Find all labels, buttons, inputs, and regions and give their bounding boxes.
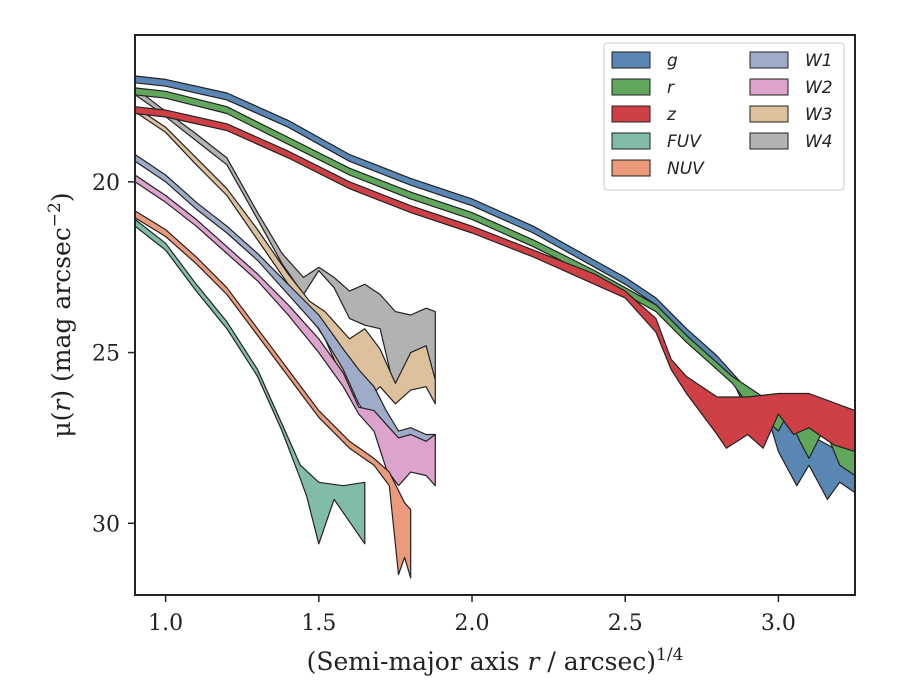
- band-nuv: [134, 210, 412, 579]
- plot-frame: [134, 34, 856, 596]
- y-tick-label: 25: [92, 342, 120, 367]
- legend-swatch-nuv: [611, 159, 651, 177]
- legend-items: grz FUV NUV W1 W2 W3 W4: [611, 51, 833, 179]
- x-axis-ticks: 1.0 1.5 2.0 2.5 3.0: [148, 595, 796, 636]
- y-axis-label-post: ) (mag arcsec: [47, 227, 76, 400]
- y-axis-label: μ(r) (mag arcsec−2): [45, 192, 76, 437]
- y-axis-ticks: 20 25 30: [92, 171, 135, 537]
- x-axis-label: (Semi-major axis r / arcsec)1/4: [307, 645, 684, 676]
- x-tick-label: 2.0: [455, 611, 490, 636]
- band-w3: [134, 106, 436, 405]
- legend-label-w3: W3: [805, 105, 833, 125]
- y-tick-label: 20: [92, 171, 120, 196]
- band-g: [134, 75, 856, 500]
- profile-bands: [134, 75, 856, 579]
- x-tick-label: 3.0: [761, 611, 796, 636]
- legend-label-g: g: [667, 51, 678, 71]
- x-tick-label: 1.0: [148, 611, 183, 636]
- legend-swatch-g: [611, 51, 651, 69]
- legend-swatch-fuv: [611, 132, 651, 150]
- band-z: [134, 106, 856, 453]
- band-w4: [134, 87, 436, 395]
- legend-label-nuv: NUV: [667, 159, 705, 179]
- x-axis-label-sup: 1/4: [656, 645, 683, 665]
- legend-label-w4: W4: [805, 132, 833, 152]
- band-fuv: [134, 218, 366, 545]
- legend-label-w2: W2: [805, 78, 833, 98]
- legend-swatch-w2: [749, 78, 789, 96]
- legend-swatch-w1: [749, 51, 789, 69]
- legend-label-w1: W1: [805, 51, 833, 71]
- band-w2: [134, 174, 436, 487]
- legend-label-z: z: [666, 105, 677, 125]
- x-tick-label: 2.5: [608, 611, 643, 636]
- band-r: [134, 87, 856, 477]
- x-tick-label: 1.5: [301, 611, 336, 636]
- legend-label-fuv: FUV: [667, 132, 702, 152]
- y-axis-label-end: ): [47, 192, 76, 202]
- legend-swatch-w3: [749, 105, 789, 123]
- legend: grz FUV NUV W1 W2 W3 W4: [603, 42, 845, 191]
- y-axis-label-var: r: [47, 398, 76, 412]
- legend-label-r: r: [667, 78, 675, 98]
- y-axis-label-sup: −2: [45, 202, 65, 227]
- y-tick-label: 30: [92, 512, 120, 537]
- x-axis-label-mid: / arcsec): [539, 647, 656, 676]
- legend-swatch-z: [611, 105, 651, 123]
- x-axis-label-prefix: (Semi-major axis: [307, 647, 528, 676]
- y-axis-label-pre: μ(: [47, 412, 76, 438]
- x-axis-label-var: r: [528, 647, 542, 676]
- legend-swatch-w4: [749, 132, 789, 150]
- legend-swatch-r: [611, 78, 651, 96]
